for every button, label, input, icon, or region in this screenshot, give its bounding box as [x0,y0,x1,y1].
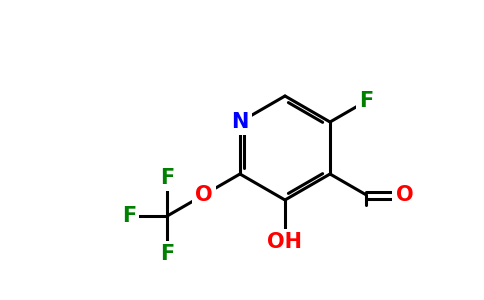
Text: O: O [395,185,413,205]
Text: OH: OH [268,232,302,252]
Text: F: F [160,244,174,264]
Text: N: N [231,112,249,132]
Text: O: O [195,185,212,205]
Text: F: F [359,91,374,111]
Text: F: F [160,168,174,188]
Text: F: F [122,206,136,226]
